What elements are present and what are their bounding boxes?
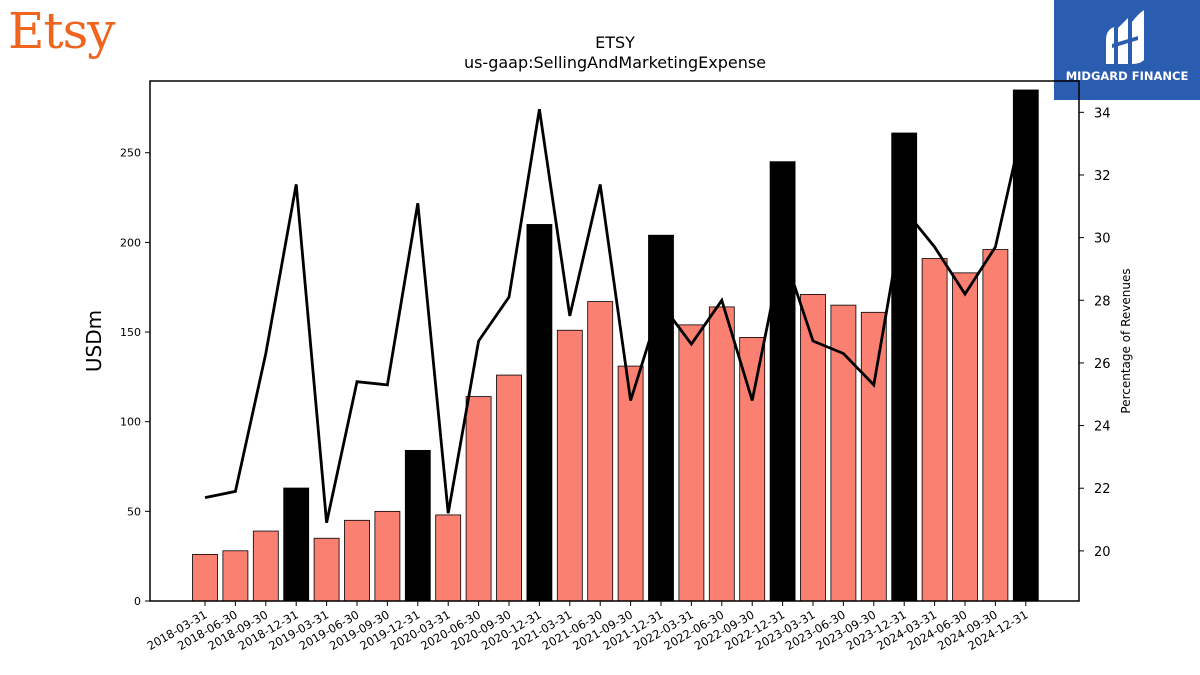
bar	[252, 530, 279, 602]
bar	[982, 249, 1009, 602]
bar	[617, 365, 644, 602]
y2-tick-label: 30	[1094, 232, 1111, 247]
y2-tick-label: 20	[1094, 545, 1111, 560]
bar	[192, 553, 218, 602]
y-tick-label: 100	[120, 416, 141, 429]
bar	[769, 161, 796, 602]
bar	[921, 258, 948, 602]
y2-tick-label: 32	[1094, 169, 1111, 184]
y-tick-label: 250	[120, 147, 141, 160]
y2-tick-label: 22	[1094, 482, 1111, 497]
badge-label: MIDGARD FINANCE	[1065, 69, 1189, 83]
y-tick-label: 0	[134, 595, 141, 608]
bar	[708, 306, 735, 602]
bar	[313, 537, 340, 602]
bar	[465, 396, 492, 602]
bar	[374, 510, 401, 602]
y2-axis-label: Percentage of Revenues	[1119, 268, 1133, 413]
x-axis: 2018-03-312018-06-302018-09-302018-12-31…	[145, 601, 1030, 653]
bar	[556, 329, 583, 602]
bar	[952, 272, 978, 602]
bar	[222, 550, 249, 602]
bar	[526, 224, 553, 602]
etsy-logo: Etsy	[8, 2, 115, 60]
bar	[435, 514, 462, 602]
bar	[1012, 89, 1039, 602]
y-tick-label: 50	[127, 505, 141, 518]
y-axis-right: 20 22 24 26 28 30 32 34	[1079, 106, 1111, 560]
y2-tick-label: 26	[1094, 357, 1111, 372]
line-series	[204, 108, 1028, 523]
bar	[283, 487, 310, 602]
midgard-finance-badge: MIDGARD FINANCE	[1054, 0, 1200, 100]
y-axis-left: 0 50 100 150 200 250	[120, 147, 150, 608]
bar	[891, 132, 918, 602]
bar-series	[192, 89, 1039, 602]
bar	[496, 374, 522, 602]
percentage-line	[204, 108, 1028, 523]
chart-title: ETSY	[595, 33, 635, 52]
y2-tick-label: 34	[1094, 106, 1111, 121]
plot-frame	[149, 80, 1080, 602]
bar	[830, 304, 857, 602]
bar	[587, 301, 614, 602]
bar	[678, 324, 705, 602]
bar	[404, 449, 431, 602]
chart-subtitle: us-gaap:SellingAndMarketingExpense	[464, 53, 766, 72]
y2-tick-label: 24	[1094, 420, 1111, 435]
bar	[648, 234, 674, 602]
bar	[739, 337, 766, 602]
y-axis-label: USDm	[82, 310, 106, 372]
y-tick-label: 200	[120, 236, 141, 249]
y2-tick-label: 28	[1094, 294, 1111, 309]
bar	[860, 311, 887, 602]
y-tick-label: 150	[120, 326, 141, 339]
bar	[344, 519, 370, 602]
midgard-logo-icon	[1106, 10, 1144, 64]
